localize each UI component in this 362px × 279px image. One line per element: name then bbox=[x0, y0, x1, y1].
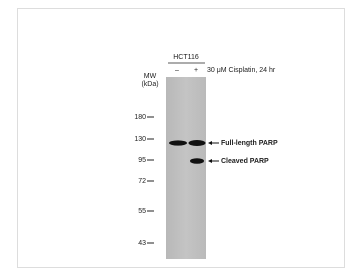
marker-label: 130 bbox=[134, 136, 146, 143]
band-label: Cleaved PARP bbox=[221, 158, 269, 165]
band bbox=[190, 158, 204, 164]
marker-label: 95 bbox=[138, 157, 146, 164]
marker-label: 43 bbox=[138, 240, 146, 247]
lane-label: + bbox=[194, 67, 198, 74]
cell-line: HCT116 bbox=[173, 54, 199, 61]
band bbox=[189, 140, 206, 146]
band-label: Full-length PARP bbox=[221, 140, 278, 147]
treatment: 30 μM Cisplatin, 24 hr bbox=[207, 67, 276, 74]
marker-label: 55 bbox=[138, 208, 146, 215]
marker-label: 72 bbox=[138, 178, 146, 185]
marker-label: 180 bbox=[134, 114, 146, 121]
band bbox=[169, 140, 187, 145]
mw-title: MW bbox=[144, 73, 157, 80]
mw-title: (kDa) bbox=[141, 81, 158, 88]
figure: HCT116 – + 30 μM Cisplatin, 24 hr MW (kD… bbox=[0, 0, 362, 274]
lane-label: – bbox=[175, 67, 179, 74]
gel bbox=[166, 77, 206, 259]
